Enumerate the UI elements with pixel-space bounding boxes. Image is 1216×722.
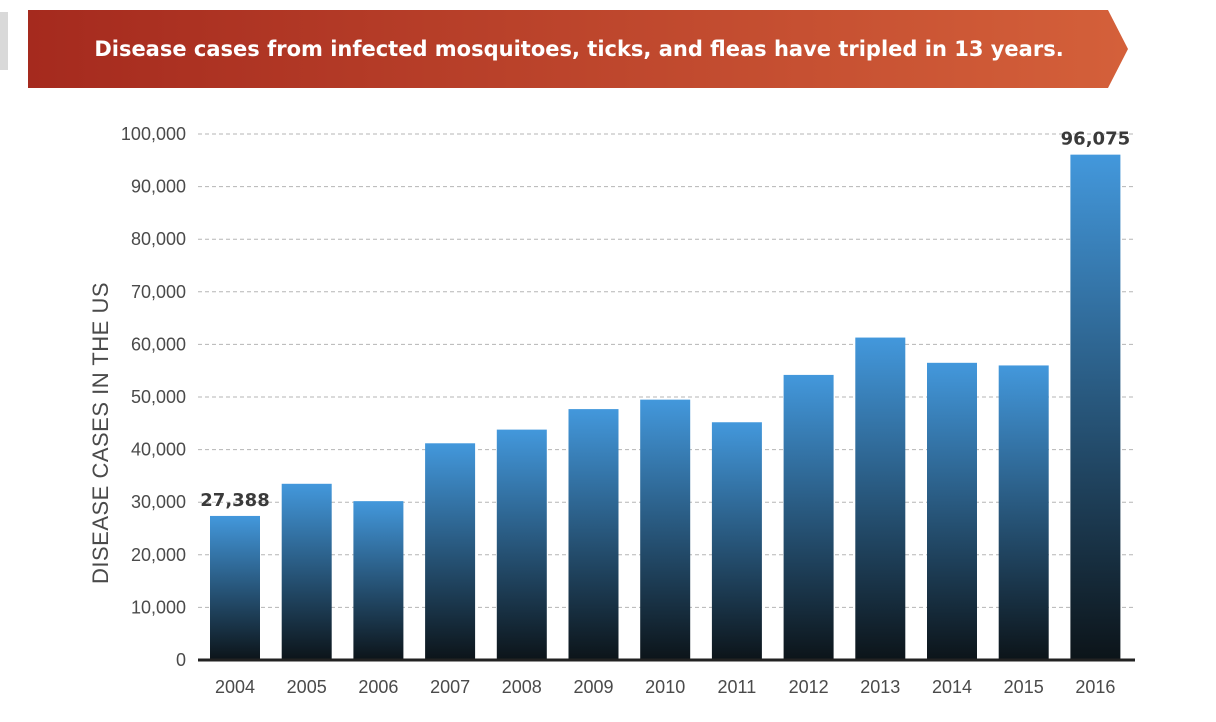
banner-arrow-shape — [28, 10, 1128, 88]
bar-2005 — [281, 483, 332, 660]
x-tick-label: 2012 — [789, 677, 829, 697]
x-tick-label: 2006 — [358, 677, 398, 697]
bar-2013 — [855, 337, 906, 660]
bar-2016 — [1070, 154, 1121, 660]
bar-2014 — [927, 362, 977, 660]
x-tick-label: 2004 — [215, 677, 255, 697]
bar-2007 — [425, 443, 476, 660]
x-axis-ticks: 2004 2005 2006 2007 2008 2009 2010 2011 2012 2013… — [215, 677, 1115, 697]
data-label-2004: 27,388 — [200, 490, 269, 511]
chart-title: Disease cases from infected mosquitoes, … — [94, 37, 1063, 61]
data-labels: 27,388 96,075 — [200, 129, 1130, 511]
x-tick-label: 2011 — [718, 677, 757, 697]
y-tick-label: 40,000 — [131, 440, 186, 460]
bars — [210, 154, 1121, 660]
y-tick-label: 50,000 — [131, 387, 186, 407]
x-tick-label: 2010 — [645, 677, 685, 697]
y-tick-label: 20,000 — [131, 545, 186, 565]
data-label-2016: 96,075 — [1061, 129, 1130, 150]
bar-2009 — [568, 409, 619, 660]
y-tick-label: 0 — [176, 650, 186, 670]
y-axis-ticks: 0 10,000 20,000 30,000 40,000 50,000 60,000 70,… — [121, 124, 186, 670]
x-tick-label: 2007 — [430, 677, 470, 697]
y-tick-label: 100,000 — [121, 124, 186, 144]
bar-2006 — [353, 501, 404, 660]
x-tick-label: 2015 — [1004, 677, 1044, 697]
y-tick-label: 90,000 — [131, 177, 186, 197]
y-tick-label: 30,000 — [131, 492, 186, 512]
y-tick-label: 10,000 — [131, 597, 186, 617]
title-banner: Disease cases from infected mosquitoes, … — [28, 10, 1128, 88]
bar-2008 — [496, 429, 547, 660]
bar-2010 — [640, 399, 691, 660]
x-tick-label: 2016 — [1075, 677, 1115, 697]
x-tick-label: 2009 — [573, 677, 613, 697]
y-tick-label: 80,000 — [131, 229, 186, 249]
y-tick-label: 60,000 — [131, 334, 186, 354]
bar-2012 — [783, 374, 834, 660]
bar-2015 — [998, 365, 1049, 660]
left-edge-strip — [0, 12, 8, 70]
y-axis-title: DISEASE CASES IN THE US — [88, 282, 113, 584]
x-tick-label: 2013 — [860, 677, 900, 697]
y-tick-label: 70,000 — [131, 282, 186, 302]
x-tick-label: 2008 — [502, 677, 542, 697]
bar-2004 — [210, 515, 260, 660]
x-tick-label: 2014 — [932, 677, 972, 697]
bar-2011 — [711, 422, 762, 660]
x-tick-label: 2005 — [287, 677, 327, 697]
